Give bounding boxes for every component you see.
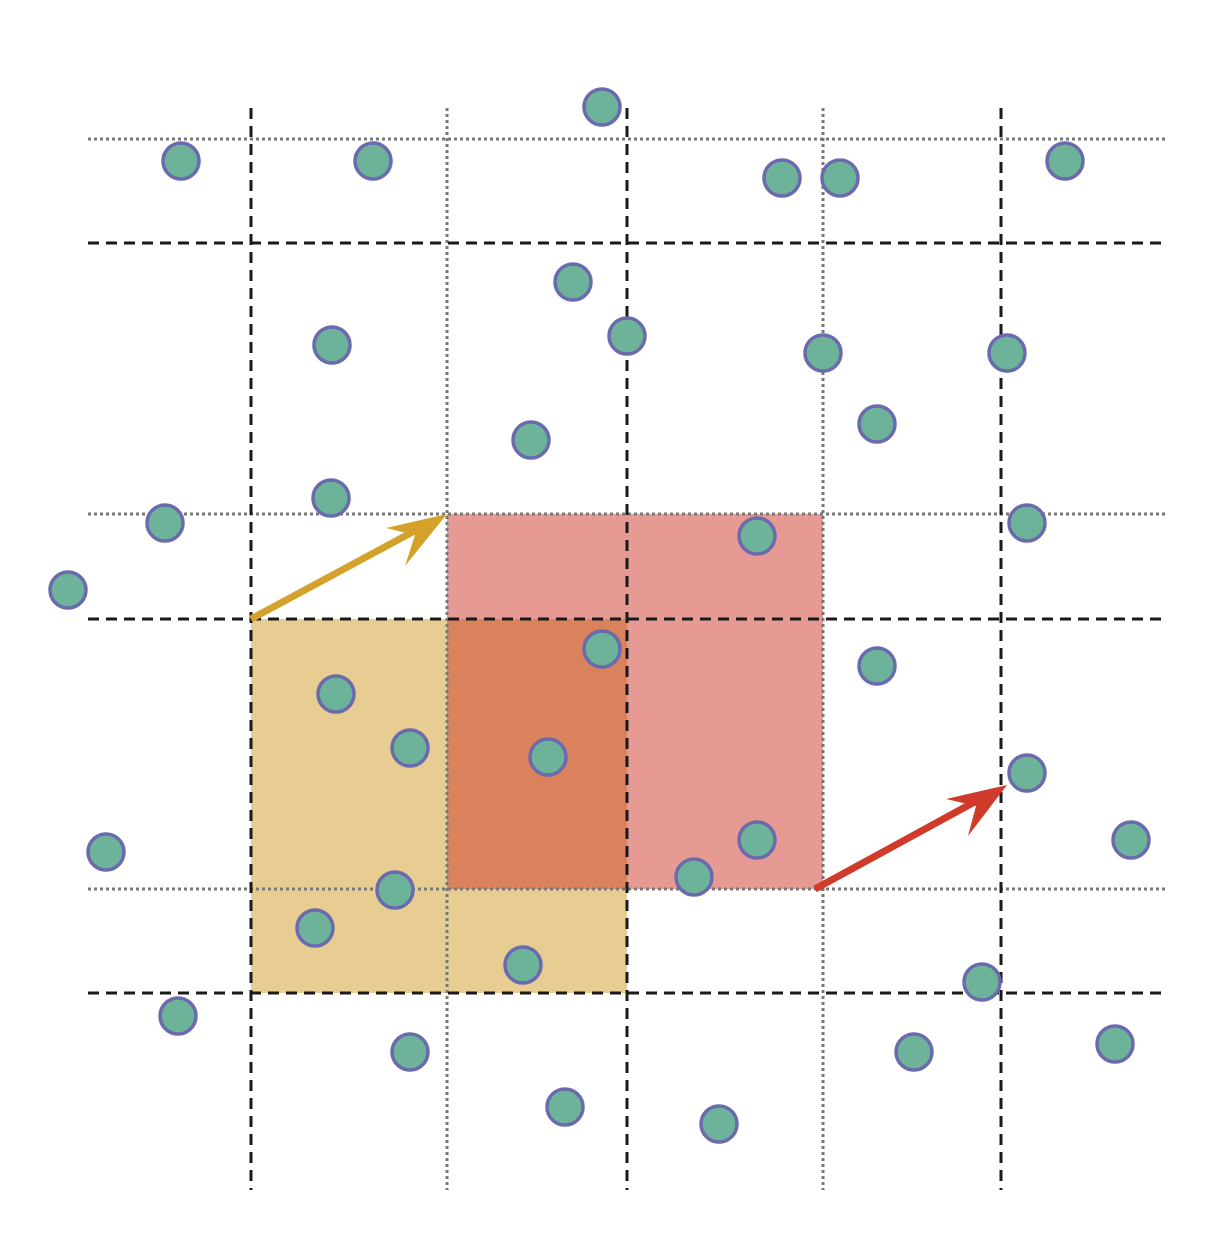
point [145,503,185,543]
point [803,333,843,373]
point [48,570,88,610]
point [1045,141,1085,181]
point [1095,1024,1135,1064]
point [503,945,543,985]
point [607,316,647,356]
point [699,1104,739,1144]
point [511,420,551,460]
point [582,629,622,669]
point [1111,820,1151,860]
point [312,325,352,365]
point [545,1087,585,1127]
point [762,158,802,198]
point [316,674,356,714]
point [158,996,198,1036]
grid [88,108,1168,1190]
point [857,404,897,444]
point [894,1032,934,1072]
point [390,728,430,768]
point [295,908,335,948]
point [528,737,568,777]
point [1007,503,1047,543]
point [390,1032,430,1072]
point [857,646,897,686]
point [737,516,777,556]
point [553,262,593,302]
point [582,87,622,127]
yellow-arrowhead [386,514,447,566]
arrows [249,514,1007,893]
point [353,141,393,181]
points [48,87,1151,1144]
point [311,478,351,518]
point [820,158,860,198]
red-arrow [813,795,982,893]
point [161,141,201,181]
point [737,820,777,860]
point [674,857,714,897]
red-arrowhead [946,785,1007,836]
yellow-arrow [249,524,422,623]
point [987,333,1027,373]
point [86,832,126,872]
point [375,870,415,910]
point [1007,753,1047,793]
point [962,962,1002,1002]
